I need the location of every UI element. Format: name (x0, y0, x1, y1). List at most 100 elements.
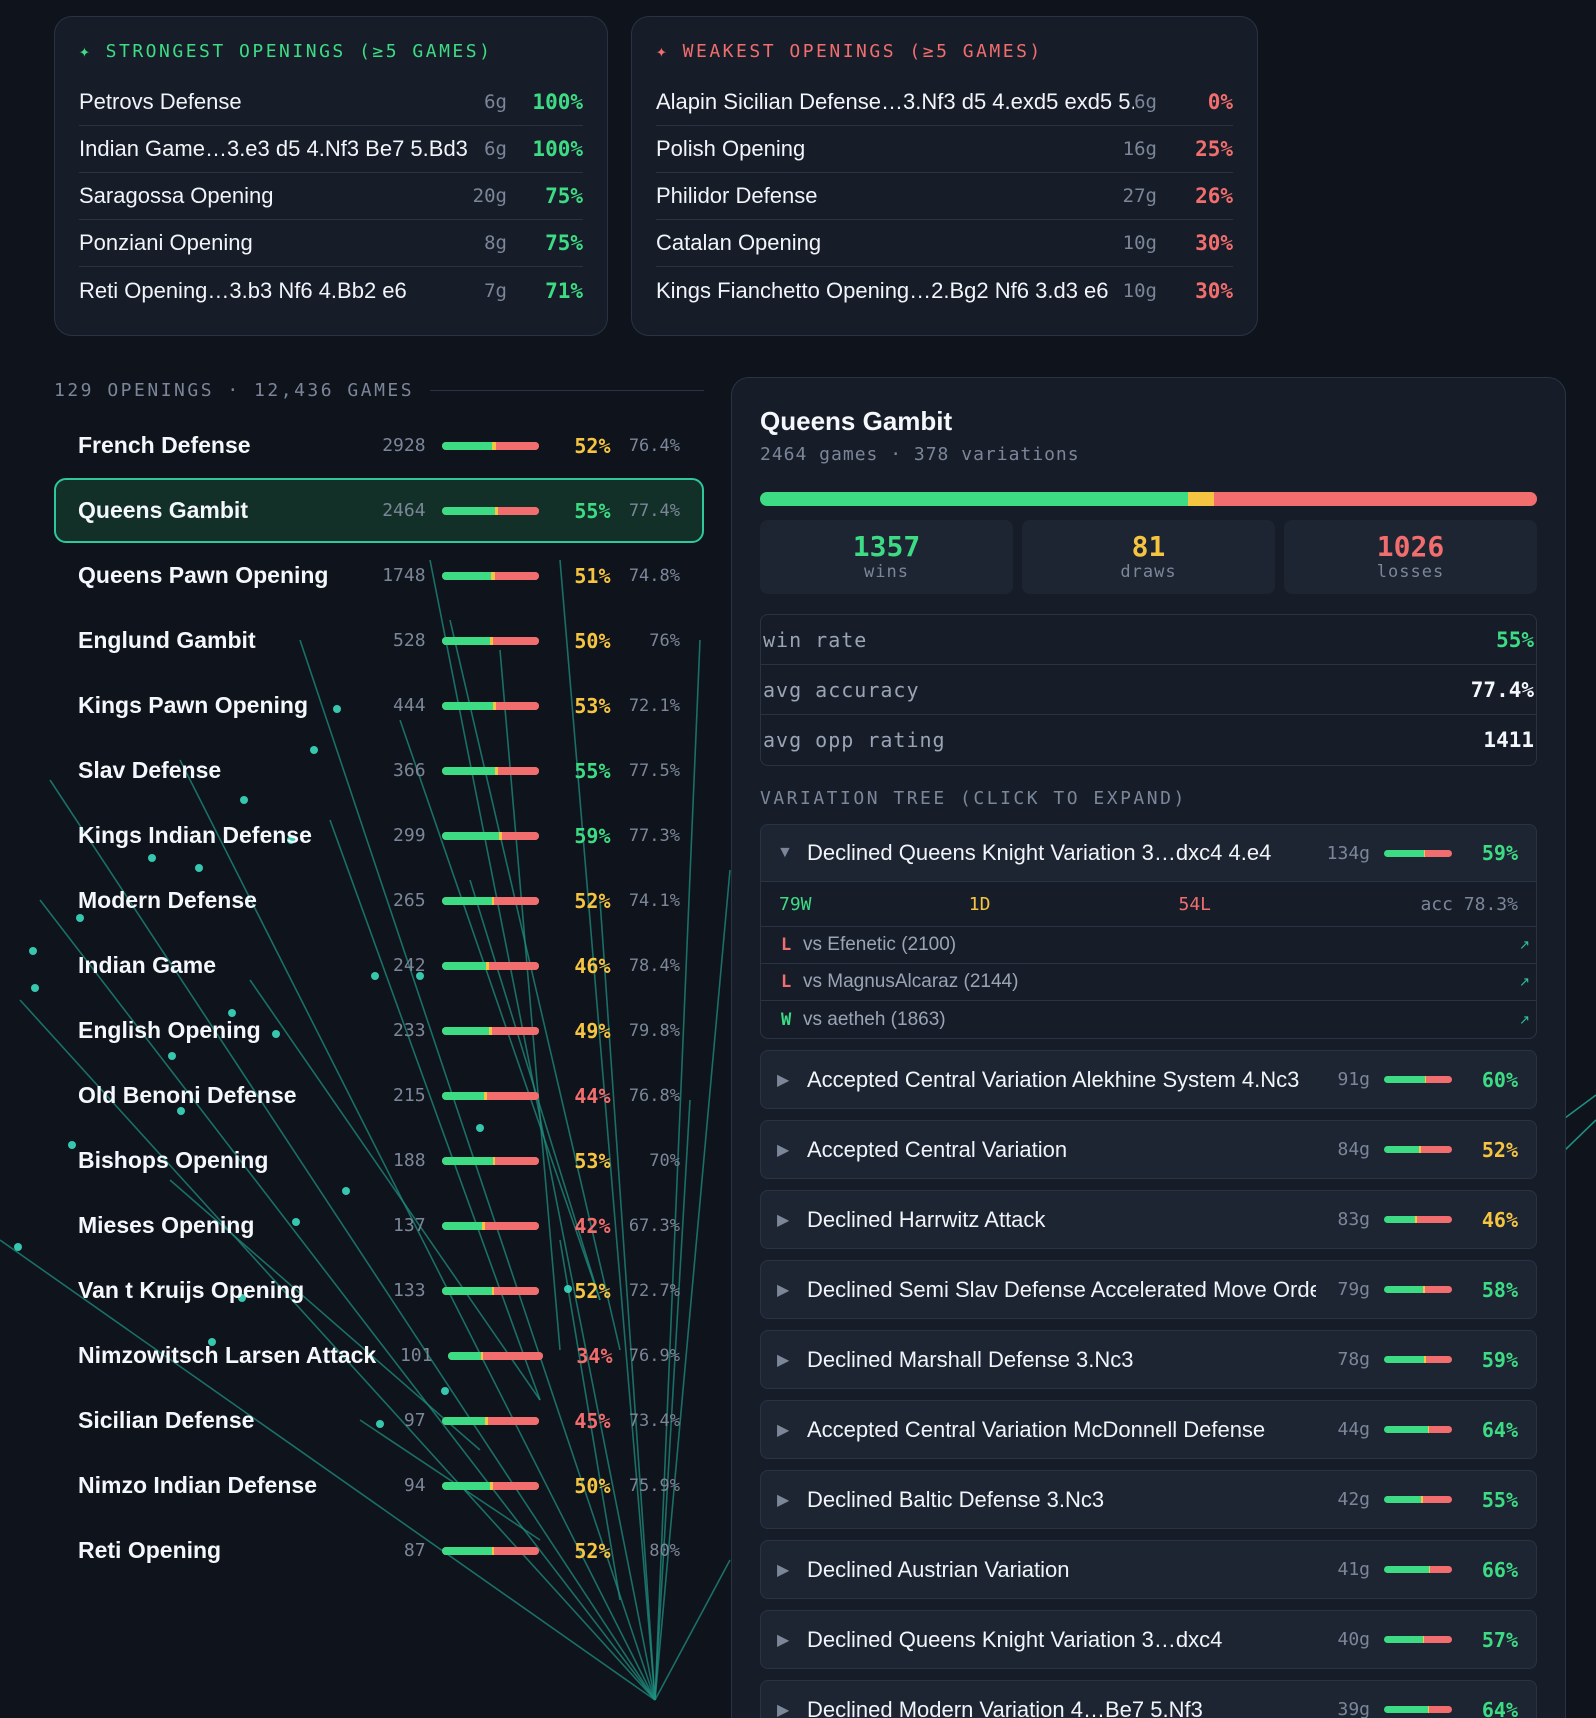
external-link-icon[interactable]: ↗ (1519, 937, 1530, 952)
game-result: L (781, 935, 792, 955)
variation-card[interactable]: ▶ Declined Modern Variation 4…Be7 5.Nf3 39… (760, 1680, 1537, 1718)
expand-arrow-icon[interactable]: ▶ (777, 1701, 790, 1718)
variation-name: Declined Queens Knight Variation 3…dxc4 (807, 1626, 1223, 1652)
variation-card[interactable]: ▶ Accepted Central Variation 84g 52% (760, 1120, 1537, 1179)
expand-arrow-icon[interactable]: ▶ (777, 1071, 790, 1089)
variation-header[interactable]: ▶ Declined Semi Slav Defense Accelerated … (761, 1261, 1536, 1318)
opening-accuracy: 79.8% (628, 1020, 680, 1041)
opening-row[interactable]: Nimzo Indian Defense 94 50% 75.9% (54, 1453, 704, 1518)
strongest-opening-row[interactable]: Saragossa Opening 20g 75% (79, 173, 583, 220)
opening-row[interactable]: Modern Defense 265 52% 74.1% (54, 868, 704, 933)
opening-row[interactable]: Slav Defense 366 55% 77.5% (54, 738, 704, 803)
opening-accuracy: 75.9% (628, 1475, 680, 1496)
opening-row[interactable]: Van t Kruijs Opening 133 52% 72.7% (54, 1258, 704, 1323)
summary-divider (430, 389, 704, 391)
opening-result-bar (441, 896, 540, 905)
variation-header[interactable]: ▶ Accepted Central Variation McDonnell De… (761, 1401, 1536, 1458)
opening-row-selected[interactable]: Queens Gambit 2464 55% 77.4% (54, 478, 704, 543)
opening-row[interactable]: English Opening 233 49% 79.8% (54, 998, 704, 1063)
expand-arrow-icon[interactable]: ▶ (777, 1211, 790, 1229)
opening-row[interactable]: Englund Gambit 528 50% 76% (54, 608, 704, 673)
variation-header[interactable]: ▼ Declined Queens Knight Variation 3…dxc… (761, 825, 1536, 882)
opening-row[interactable]: Nimzowitsch Larsen Attack 101 34% 76.9% (54, 1323, 704, 1388)
variation-header[interactable]: ▶ Declined Baltic Defense 3.Nc3 42g 55% (761, 1471, 1536, 1528)
opening-win-pct: 55% (574, 498, 611, 523)
weakest-opening-row[interactable]: Catalan Opening 10g 30% (656, 220, 1233, 267)
expand-arrow-icon[interactable]: ▶ (777, 1281, 790, 1299)
expand-arrow-icon[interactable]: ▶ (777, 1351, 790, 1369)
loss-segment (498, 506, 540, 515)
variation-name: Declined Harrwitz Attack (807, 1206, 1046, 1232)
opening-name: Sicilian Defense (78, 1407, 255, 1433)
opening-row[interactable]: Mieses Opening 137 42% 67.3% (54, 1193, 704, 1258)
variation-result-bar (1384, 849, 1452, 857)
variation-card[interactable]: ▶ Declined Queens Knight Variation 3…dxc4… (760, 1610, 1537, 1669)
opening-row[interactable]: French Defense 2928 52% 76.4% (54, 413, 704, 478)
weakest-opening-row[interactable]: Polish Opening 16g 25% (656, 126, 1233, 173)
weakest-opening-row[interactable]: Philidor Defense 27g 26% (656, 173, 1233, 220)
expand-arrow-icon[interactable]: ▶ (777, 1421, 790, 1439)
expand-arrow-icon[interactable]: ▶ (777, 1561, 790, 1579)
opening-win-pct: 50% (574, 628, 611, 653)
variation-header[interactable]: ▶ Declined Harrwitz Attack 83g 46% (761, 1191, 1536, 1248)
variation-header[interactable]: ▶ Declined Modern Variation 4…Be7 5.Nf3 39… (761, 1681, 1536, 1718)
variation-header[interactable]: ▶ Declined Queens Knight Variation 3…dxc4… (761, 1611, 1536, 1668)
win-segment (1384, 1706, 1428, 1713)
variation-card-expanded[interactable]: ▼ Declined Queens Knight Variation 3…dxc… (760, 824, 1537, 1039)
variation-header[interactable]: ▶ Declined Austrian Variation 41g 66% (761, 1541, 1536, 1598)
loss-segment (501, 831, 540, 840)
external-link-icon[interactable]: ↗ (1519, 1011, 1530, 1027)
variation-card[interactable]: ▶ Declined Semi Slav Defense Accelerated … (760, 1260, 1537, 1319)
losses-label: losses (1376, 562, 1445, 582)
draw-segment (492, 441, 497, 450)
variation-header[interactable]: ▶ Accepted Central Variation Alekhine Sys… (761, 1051, 1536, 1108)
strongest-opening-row[interactable]: Reti Opening…3.b3 Nf6 4.Bb2 e6 7g 71% (79, 267, 583, 314)
opening-row[interactable]: Indian Game 242 46% 78.4% (54, 933, 704, 998)
weakest-opening-row[interactable]: Alapin Sicilian Defense…3.Nf3 d5 4.exd5 … (656, 79, 1233, 126)
opening-game-count: 233 (393, 1020, 426, 1041)
opening-win-pct: 44% (574, 1083, 611, 1108)
variation-card[interactable]: ▶ Declined Harrwitz Attack 83g 46% (760, 1190, 1537, 1249)
opening-row[interactable]: Bishops Opening 188 53% 70% (54, 1128, 704, 1193)
variation-win-pct: 60% (1481, 1067, 1518, 1092)
expand-arrow-icon[interactable]: ▶ (777, 1631, 790, 1649)
variation-header[interactable]: ▶ Declined Marshall Defense 3.Nc3 78g 59% (761, 1331, 1536, 1388)
opening-name: Reti Opening…3.b3 Nf6 4.Bb2 e6 (79, 277, 407, 303)
variation-card[interactable]: ▶ Accepted Central Variation McDonnell De… (760, 1400, 1537, 1459)
opening-row[interactable]: Sicilian Defense 97 45% 73.4% (54, 1388, 704, 1453)
variation-card[interactable]: ▶ Declined Baltic Defense 3.Nc3 42g 55% (760, 1470, 1537, 1529)
variation-card[interactable]: ▶ Accepted Central Variation Alekhine Sys… (760, 1050, 1537, 1109)
opening-name: Kings Pawn Opening (78, 692, 309, 718)
strongest-opening-row[interactable]: Petrovs Defense 6g 100% (79, 79, 583, 126)
opening-row[interactable]: Old Benoni Defense 215 44% 76.8% (54, 1063, 704, 1128)
variation-card[interactable]: ▶ Declined Austrian Variation 41g 66% (760, 1540, 1537, 1599)
draw-segment (1424, 1076, 1427, 1083)
opening-name: Bishops Opening (78, 1147, 269, 1173)
draw-segment (489, 1026, 493, 1035)
win-segment (1384, 1216, 1416, 1223)
opening-row[interactable]: Kings Pawn Opening 444 53% 72.1% (54, 673, 704, 738)
variation-header[interactable]: ▶ Accepted Central Variation 84g 52% (761, 1121, 1536, 1178)
opening-game-count: 137 (393, 1215, 426, 1236)
opening-row[interactable]: Queens Pawn Opening 1748 51% 74.8% (54, 543, 704, 608)
opening-games: 20g (472, 185, 507, 207)
opening-row[interactable]: Reti Opening 87 52% 80% (54, 1518, 704, 1583)
opening-win-pct: 42% (574, 1213, 611, 1238)
variation-card[interactable]: ▶ Declined Marshall Defense 3.Nc3 78g 59% (760, 1330, 1537, 1389)
opening-games: 6g (484, 138, 507, 160)
expand-arrow-icon[interactable]: ▶ (777, 1491, 790, 1509)
strongest-opening-row[interactable]: Indian Game…3.e3 d5 4.Nf3 Be7 5.Bd3 6g 100… (79, 126, 583, 173)
external-link-icon[interactable]: ↗ (1519, 974, 1530, 989)
weakest-opening-row[interactable]: Kings Fianchetto Opening…2.Bg2 Nf6 3.d3 … (656, 267, 1233, 314)
opening-win-pct: 46% (574, 953, 611, 978)
loss-segment (1426, 1076, 1452, 1083)
collapse-arrow-icon[interactable]: ▼ (777, 844, 793, 861)
expand-arrow-icon[interactable]: ▶ (777, 1141, 790, 1159)
strongest-opening-row[interactable]: Ponziani Opening 8g 75% (79, 220, 583, 267)
opening-accuracy: 76.8% (628, 1085, 680, 1106)
opening-row[interactable]: Kings Indian Defense 299 59% 77.3% (54, 803, 704, 868)
opening-accuracy: 80% (649, 1540, 680, 1561)
